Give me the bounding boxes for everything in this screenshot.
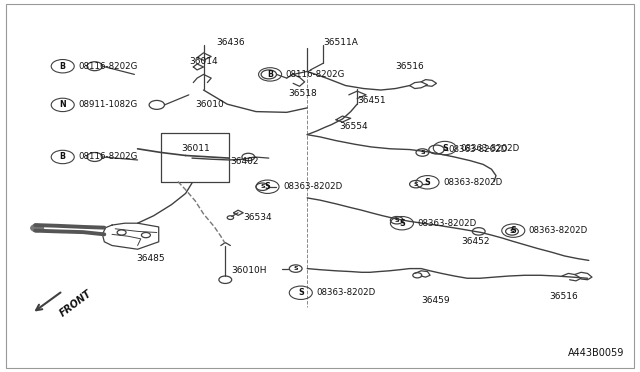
Text: A443B0059: A443B0059 bbox=[568, 348, 624, 358]
Text: S: S bbox=[399, 219, 404, 228]
Text: 08363-8202D: 08363-8202D bbox=[529, 226, 588, 235]
Text: 08363-8202D: 08363-8202D bbox=[448, 145, 508, 154]
Text: S: S bbox=[394, 218, 399, 223]
Text: S: S bbox=[442, 144, 447, 153]
Text: S: S bbox=[425, 178, 430, 187]
Text: 36014: 36014 bbox=[189, 57, 218, 66]
Text: S: S bbox=[509, 229, 515, 234]
Text: N: N bbox=[60, 100, 66, 109]
Text: S: S bbox=[420, 150, 425, 155]
Text: S: S bbox=[293, 266, 298, 271]
Text: 08116-8202G: 08116-8202G bbox=[78, 62, 138, 71]
Text: B: B bbox=[60, 153, 66, 161]
Text: 36554: 36554 bbox=[339, 122, 368, 131]
Text: S: S bbox=[413, 182, 419, 187]
Text: 08116-8202G: 08116-8202G bbox=[285, 70, 345, 79]
Text: 36516: 36516 bbox=[549, 292, 578, 301]
Text: 36518: 36518 bbox=[288, 89, 317, 98]
Text: 08363-8202D: 08363-8202D bbox=[283, 182, 342, 191]
Text: S: S bbox=[265, 182, 270, 191]
Text: 36451: 36451 bbox=[357, 96, 386, 105]
Text: 36010: 36010 bbox=[195, 100, 224, 109]
Text: 08363-8202D: 08363-8202D bbox=[417, 219, 477, 228]
Text: 08116-8202G: 08116-8202G bbox=[78, 153, 138, 161]
Text: 36402: 36402 bbox=[230, 157, 259, 166]
Text: 08363-8202D: 08363-8202D bbox=[460, 144, 520, 153]
Circle shape bbox=[31, 224, 44, 232]
Text: 36452: 36452 bbox=[461, 237, 490, 246]
Text: 36011: 36011 bbox=[182, 144, 211, 153]
Text: 36511A: 36511A bbox=[323, 38, 358, 46]
Text: 36436: 36436 bbox=[216, 38, 245, 47]
Text: 36516: 36516 bbox=[396, 62, 424, 71]
Text: S: S bbox=[260, 184, 265, 189]
Text: 36010H: 36010H bbox=[232, 266, 267, 275]
Text: B: B bbox=[267, 70, 273, 79]
Text: B: B bbox=[60, 62, 66, 71]
Text: 08911-1082G: 08911-1082G bbox=[78, 100, 138, 109]
Text: 08363-8202D: 08363-8202D bbox=[316, 288, 376, 297]
Text: 36459: 36459 bbox=[421, 296, 450, 305]
Text: 36485: 36485 bbox=[136, 254, 165, 263]
Text: FRONT: FRONT bbox=[58, 289, 93, 319]
Text: S: S bbox=[298, 288, 303, 297]
Text: 36534: 36534 bbox=[243, 213, 272, 222]
Text: S: S bbox=[511, 226, 516, 235]
Text: 08363-8202D: 08363-8202D bbox=[443, 178, 502, 187]
